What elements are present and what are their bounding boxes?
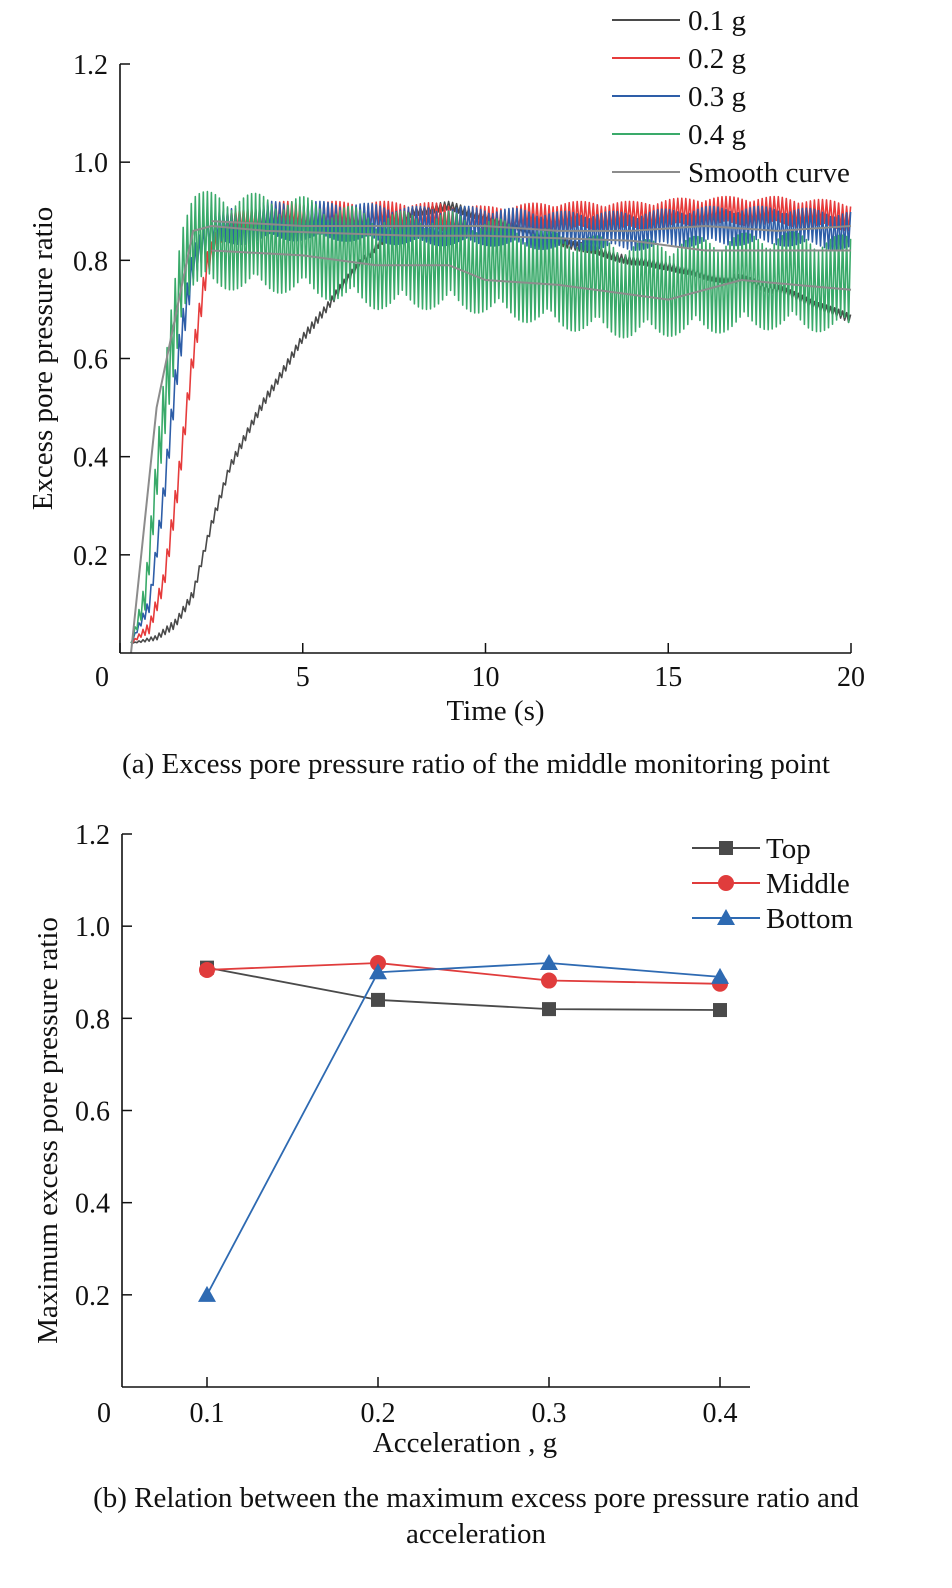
data-point-middle xyxy=(199,961,215,978)
smooth-curve-line xyxy=(211,220,852,232)
series-line-middle xyxy=(206,962,721,985)
caption-a: (a) Excess pore pressure ratio of the mi… xyxy=(122,748,830,780)
legend: 0.1 g 0.2 g 0.3 g 0.4 g Smooth curve xyxy=(612,5,850,189)
caption-b-line2: acceleration xyxy=(405,1518,547,1550)
legend-label: Smooth curve xyxy=(688,157,850,189)
series-group xyxy=(130,190,852,654)
legend-marker xyxy=(719,841,733,855)
y-tick-label: 0.6 xyxy=(75,1097,110,1128)
y-axis-title: Maximum excess pore pressure ratio xyxy=(32,917,64,1344)
x-tick-label: 15 xyxy=(654,662,682,693)
y-tick-label: 1.2 xyxy=(73,50,108,81)
x-tick-label: 0 xyxy=(97,1398,111,1429)
x-tick-label: 0.4 xyxy=(703,1398,738,1429)
y-tick-label: 0.2 xyxy=(75,1281,110,1312)
chart-excess-pore-pressure-time: 0.2 0.4 0.6 0.8 1.0 1.2 0 5 10 15 20 Time (s) Excess… xyxy=(27,5,865,727)
y-axis-title: Excess pore pressure ratio xyxy=(27,207,59,511)
data-point-bottom xyxy=(711,967,729,984)
legend-label: Bottom xyxy=(766,903,853,935)
series-line-04g xyxy=(130,190,852,644)
data-point-bottom xyxy=(198,1285,216,1302)
x-tick-label: 0.2 xyxy=(361,1398,396,1429)
legend-label: 0.1 g xyxy=(688,5,746,37)
y-tick-label: 1.0 xyxy=(75,912,110,943)
legend-marker xyxy=(718,875,734,891)
data-point-bottom xyxy=(540,954,558,971)
y-tick-label: 1.0 xyxy=(73,148,108,179)
legend-label: Top xyxy=(766,833,811,865)
x-tick-label: 20 xyxy=(837,662,865,693)
y-tick-label: 0.2 xyxy=(73,541,108,572)
smooth-curve-line xyxy=(130,224,851,654)
x-axis-title: Acceleration , g xyxy=(373,1427,557,1459)
chart-max-pore-pressure-vs-acceleration: 0.2 0.4 0.6 0.8 1.0 1.2 0 0.1 0.2 0.3 0.4 Accelerat… xyxy=(32,820,853,1459)
y-tick-label: 0.8 xyxy=(75,1004,110,1035)
y-tick-label: 0.4 xyxy=(75,1189,110,1220)
axes: 0.2 0.4 0.6 0.8 1.0 1.2 0 0.1 0.2 0.3 0.4 Accelerat… xyxy=(32,820,750,1459)
smooth-curve-line xyxy=(211,249,852,301)
series-line-top xyxy=(206,966,721,1011)
caption-b-line1: (b) Relation between the maximum excess … xyxy=(93,1482,859,1514)
x-axis-title: Time (s) xyxy=(446,695,544,727)
legend-label: Middle xyxy=(766,868,850,900)
legend-marker xyxy=(717,909,735,925)
x-tick-label: 5 xyxy=(296,662,310,693)
data-point-bottom xyxy=(369,963,387,980)
legend-label: 0.4 g xyxy=(688,119,746,151)
series-group xyxy=(198,954,729,1302)
x-tick-label: 0.3 xyxy=(532,1398,567,1429)
data-point-middle xyxy=(541,972,557,989)
y-tick-label: 0.4 xyxy=(73,443,108,474)
data-point-top xyxy=(713,1003,727,1018)
data-point-top xyxy=(542,1002,556,1017)
axes: 0.2 0.4 0.6 0.8 1.0 1.2 0 5 10 15 20 Time (s) Excess… xyxy=(27,50,865,727)
x-tick-label: 10 xyxy=(472,662,500,693)
series-line-bottom xyxy=(206,962,721,1296)
data-point-top xyxy=(371,992,385,1007)
legend-label: 0.3 g xyxy=(688,81,746,113)
y-tick-label: 0.8 xyxy=(73,246,108,277)
y-tick-label: 1.2 xyxy=(75,820,110,851)
x-tick-label: 0.1 xyxy=(190,1398,225,1429)
y-tick-label: 0.6 xyxy=(73,345,108,376)
caption-b: (b) Relation between the maximum excess … xyxy=(0,1480,952,1552)
x-tick-label: 0 xyxy=(95,662,109,693)
legend-label: 0.2 g xyxy=(688,43,746,75)
data-point-middle xyxy=(370,955,386,972)
